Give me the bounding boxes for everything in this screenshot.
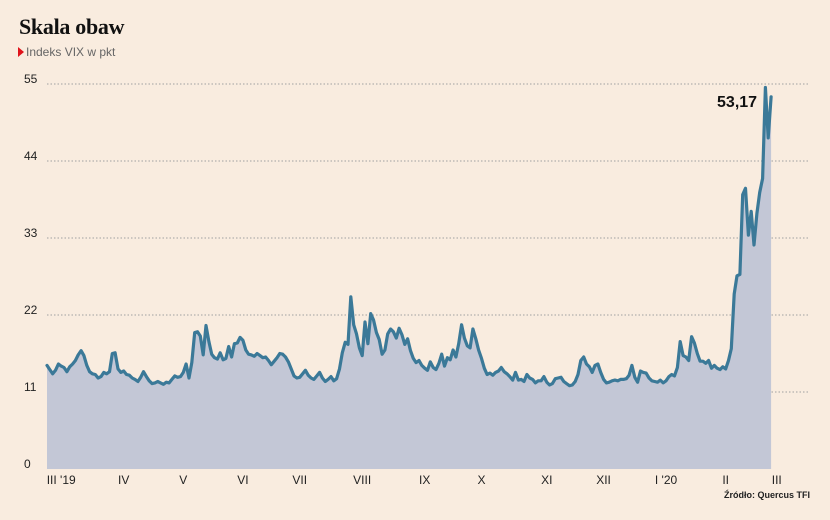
subtitle-marker-icon <box>18 46 24 57</box>
x-tick-label: XI <box>541 473 552 487</box>
chart-subtitle: Indeks VIX w pkt <box>26 44 116 59</box>
y-tick-label: 22 <box>24 303 38 317</box>
y-tick-label: 55 <box>24 72 38 86</box>
x-tick-label: II <box>722 473 729 487</box>
x-tick-label: VIII <box>353 473 371 487</box>
vix-series-line <box>45 85 773 388</box>
x-tick-label: I '20 <box>655 473 678 487</box>
x-tick-label: V <box>179 473 187 487</box>
x-tick-label: III '19 <box>47 473 76 487</box>
x-axis-ticks: III '19 IV V VI VII VIII IX X XI XII I '20 II III <box>47 473 782 487</box>
y-tick-label: 33 <box>24 226 38 240</box>
y-tick-label: 11 <box>24 380 37 394</box>
x-tick-label: VI <box>237 473 248 487</box>
vix-area-fill <box>47 87 772 469</box>
y-tick-label: 0 <box>24 457 31 471</box>
y-tick-label: 44 <box>24 149 38 163</box>
last-value-label: 53,17 <box>717 94 757 111</box>
x-tick-label: XII <box>596 473 611 487</box>
y-axis-ticks: 0 11 22 33 44 55 <box>24 72 38 471</box>
x-tick-label: IV <box>118 473 129 487</box>
x-tick-label: IX <box>419 473 430 487</box>
x-tick-label: VII <box>292 473 307 487</box>
x-tick-label: X <box>477 473 485 487</box>
x-tick-label: III <box>772 473 782 487</box>
chart-subtitle-row: Indeks VIX w pkt <box>18 43 116 59</box>
source-note: Źródło: Quercus TFI <box>723 490 810 500</box>
chart-title: Skala obaw <box>19 14 125 39</box>
